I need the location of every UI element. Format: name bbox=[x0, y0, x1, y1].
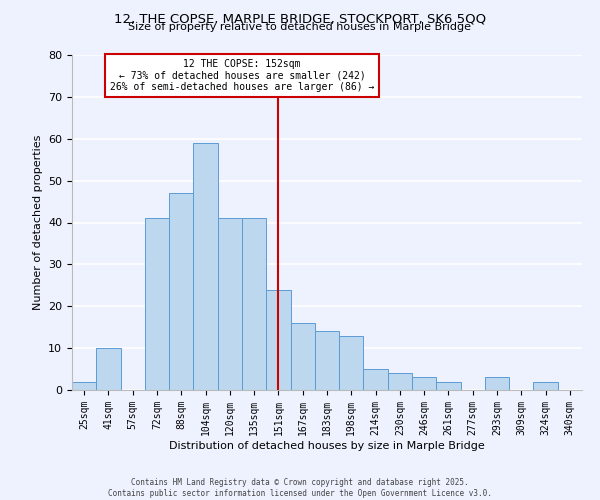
Bar bbox=[193, 143, 218, 390]
Text: Size of property relative to detached houses in Marple Bridge: Size of property relative to detached ho… bbox=[128, 22, 472, 32]
Bar bbox=[533, 382, 558, 390]
Bar bbox=[218, 218, 242, 390]
Bar bbox=[364, 369, 388, 390]
Bar bbox=[412, 378, 436, 390]
Bar bbox=[169, 193, 193, 390]
Text: 12 THE COPSE: 152sqm
← 73% of detached houses are smaller (242)
26% of semi-deta: 12 THE COPSE: 152sqm ← 73% of detached h… bbox=[110, 59, 374, 92]
Text: Contains HM Land Registry data © Crown copyright and database right 2025.
Contai: Contains HM Land Registry data © Crown c… bbox=[108, 478, 492, 498]
Bar bbox=[315, 332, 339, 390]
Bar bbox=[388, 373, 412, 390]
X-axis label: Distribution of detached houses by size in Marple Bridge: Distribution of detached houses by size … bbox=[169, 440, 485, 450]
Bar bbox=[145, 218, 169, 390]
Bar bbox=[96, 348, 121, 390]
Bar bbox=[339, 336, 364, 390]
Bar bbox=[290, 323, 315, 390]
Bar bbox=[266, 290, 290, 390]
Bar bbox=[242, 218, 266, 390]
Bar bbox=[436, 382, 461, 390]
Bar bbox=[485, 378, 509, 390]
Bar bbox=[72, 382, 96, 390]
Text: 12, THE COPSE, MARPLE BRIDGE, STOCKPORT, SK6 5QQ: 12, THE COPSE, MARPLE BRIDGE, STOCKPORT,… bbox=[114, 12, 486, 26]
Y-axis label: Number of detached properties: Number of detached properties bbox=[32, 135, 43, 310]
